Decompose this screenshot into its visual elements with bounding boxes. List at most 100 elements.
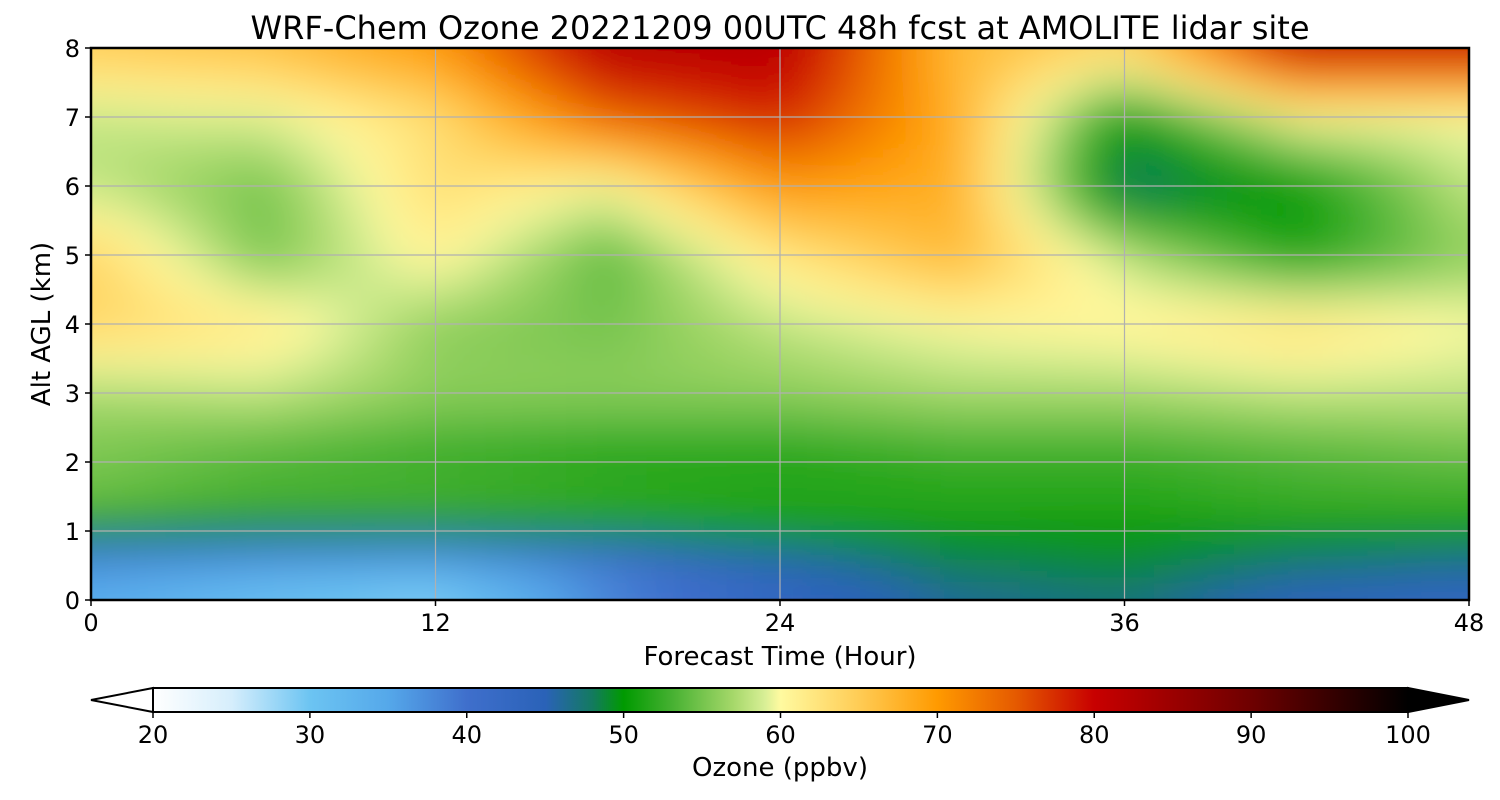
ozone-cell bbox=[1180, 395, 1208, 411]
ozone-cell bbox=[966, 324, 995, 340]
ozone-cell bbox=[59, 481, 86, 496]
ozone-cell bbox=[993, 95, 1022, 111]
ozone-cell bbox=[780, 67, 808, 83]
ozone-cell bbox=[1046, 552, 1075, 568]
ozone-cell bbox=[673, 409, 701, 425]
ozone-cell bbox=[1394, 195, 1422, 211]
ozone-cell bbox=[1340, 110, 1369, 126]
ozone-cell bbox=[833, 352, 861, 368]
ozone-cell bbox=[165, 252, 194, 268]
ozone-cell bbox=[566, 324, 594, 340]
ozone-cell bbox=[32, 538, 59, 553]
ozone-cell bbox=[1340, 266, 1369, 283]
ozone-cell bbox=[1447, 281, 1469, 297]
ozone-cell bbox=[993, 438, 1022, 454]
ozone-cell bbox=[352, 381, 381, 397]
ozone-cell bbox=[165, 309, 194, 325]
ozone-cell bbox=[166, 0, 193, 11]
ozone-cell bbox=[1153, 438, 1182, 454]
ozone-cell bbox=[699, 509, 728, 525]
ozone-cell bbox=[1180, 53, 1208, 69]
ozone-cell bbox=[673, 580, 701, 596]
ozone-cell bbox=[0, 424, 7, 439]
ozone-cell bbox=[192, 266, 221, 283]
ozone-cell bbox=[432, 423, 461, 439]
ozone-cell bbox=[1313, 480, 1342, 496]
ozone-cell bbox=[726, 338, 755, 354]
ozone-cell bbox=[1287, 638, 1314, 653]
ozone-cell bbox=[0, 524, 7, 539]
ozone-cell bbox=[1367, 95, 1395, 111]
ozone-cell bbox=[1340, 566, 1369, 582]
ozone-cell bbox=[993, 181, 1022, 197]
ozone-cell bbox=[806, 48, 835, 54]
ozone-cell bbox=[326, 438, 354, 454]
ozone-cell bbox=[1233, 238, 1262, 254]
ozone-cell bbox=[1073, 209, 1102, 225]
ozone-cell bbox=[806, 209, 835, 225]
ozone-cell bbox=[0, 82, 7, 97]
ozone-cell bbox=[352, 209, 381, 225]
ozone-cell bbox=[513, 48, 541, 54]
ozone-cell bbox=[1233, 224, 1262, 240]
ozone-cell bbox=[913, 409, 941, 425]
ozone-cell bbox=[833, 266, 861, 283]
ozone-cell bbox=[59, 153, 86, 168]
ozone-cell bbox=[513, 366, 541, 382]
ozone-cell bbox=[1207, 195, 1235, 211]
ozone-cell bbox=[379, 537, 408, 553]
ozone-cell bbox=[459, 537, 488, 553]
ozone-cell bbox=[593, 594, 621, 600]
ozone-cell bbox=[1207, 509, 1235, 525]
ozone-cell bbox=[139, 580, 167, 596]
ozone-cell bbox=[1394, 295, 1422, 311]
ozone-cell bbox=[726, 324, 755, 340]
ozone-cell bbox=[780, 338, 808, 354]
ozone-cell bbox=[1207, 309, 1235, 325]
ozone-cell bbox=[1153, 138, 1182, 154]
ozone-cell bbox=[1180, 124, 1208, 140]
ozone-cell bbox=[192, 48, 221, 54]
ozone-cell bbox=[1073, 152, 1102, 168]
ozone-cell bbox=[6, 53, 33, 68]
ozone-cell bbox=[513, 81, 541, 97]
ozone-cell bbox=[459, 423, 488, 439]
ozone-cell bbox=[726, 53, 755, 69]
ozone-cell bbox=[913, 580, 941, 596]
ozone-cell bbox=[513, 466, 541, 482]
ozone-cell bbox=[272, 366, 301, 382]
ozone-cell bbox=[486, 209, 514, 225]
ozone-cell bbox=[1420, 438, 1449, 454]
ozone-cell bbox=[0, 167, 7, 182]
ozone-cell bbox=[459, 48, 488, 54]
ozone-cell bbox=[1394, 423, 1422, 439]
ozone-cell bbox=[1260, 124, 1289, 140]
ozone-cell bbox=[1046, 309, 1075, 325]
ozone-cell bbox=[432, 295, 461, 311]
ozone-cell bbox=[1367, 452, 1395, 468]
ozone-cell bbox=[165, 381, 194, 397]
ozone-cell bbox=[993, 537, 1022, 553]
ozone-cell bbox=[593, 452, 621, 468]
ozone-cell bbox=[1127, 537, 1155, 553]
ozone-cell bbox=[966, 138, 995, 154]
ozone-cell bbox=[112, 152, 141, 168]
ozone-cell bbox=[459, 95, 488, 111]
ozone-cell bbox=[1180, 423, 1208, 439]
ozone-cell bbox=[1046, 509, 1075, 525]
ozone-cell bbox=[1341, 10, 1368, 25]
ozone-cell bbox=[1020, 281, 1048, 297]
ozone-cell bbox=[1341, 0, 1368, 11]
ozone-cell bbox=[0, 53, 7, 68]
ozone-cell bbox=[113, 652, 140, 667]
ozone-cell bbox=[673, 366, 701, 382]
ozone-cell bbox=[1341, 638, 1368, 653]
ozone-cell bbox=[0, 39, 7, 54]
ozone-cell bbox=[0, 538, 7, 553]
ozone-cell bbox=[272, 409, 301, 425]
ozone-cell bbox=[1233, 594, 1262, 600]
ozone-cell bbox=[165, 295, 194, 311]
ozone-cell bbox=[6, 495, 33, 510]
ozone-cell bbox=[646, 224, 675, 240]
ozone-cell bbox=[699, 295, 728, 311]
